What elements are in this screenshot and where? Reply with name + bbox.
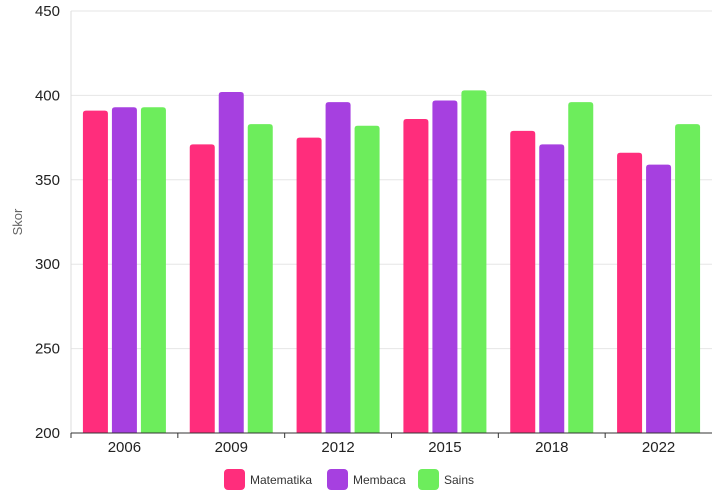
legend-label: Membaca xyxy=(353,473,406,487)
y-tick-label: 250 xyxy=(35,341,60,358)
bar-membaca-2006[interactable] xyxy=(111,107,137,433)
legend-swatch xyxy=(327,469,348,490)
bar-matematika-2018[interactable] xyxy=(510,130,536,433)
legend-swatch xyxy=(224,469,245,490)
bar-membaca-2022[interactable] xyxy=(646,164,672,433)
bar-sains-2009[interactable] xyxy=(247,124,273,433)
bar-sains-2012[interactable] xyxy=(354,125,380,433)
bar-matematika-2022[interactable] xyxy=(617,152,643,434)
legend-item-matematika[interactable]: Matematika xyxy=(224,469,312,490)
x-tick-label: 2006 xyxy=(108,439,141,456)
y-tick-label: 450 xyxy=(35,3,60,20)
bars xyxy=(82,90,701,434)
legend-item-sains[interactable]: Sains xyxy=(418,469,474,490)
bar-sains-2006[interactable] xyxy=(140,107,166,433)
bar-matematika-2009[interactable] xyxy=(189,144,215,434)
legend-label: Matematika xyxy=(250,473,312,487)
x-tick-label: 2009 xyxy=(215,439,248,456)
bar-membaca-2015[interactable] xyxy=(432,100,458,434)
bar-sains-2015[interactable] xyxy=(461,90,487,433)
legend: Matematika Membaca Sains xyxy=(224,469,474,490)
y-tick-label: 400 xyxy=(35,87,60,104)
axes: 200 250 300 350 400 450 2006 2009 2012 2015 2018 20… xyxy=(35,3,712,456)
y-axis-title: Skor xyxy=(10,208,25,235)
legend-label: Sains xyxy=(444,473,474,487)
x-tick-label: 2015 xyxy=(428,439,461,456)
y-tick-label: 300 xyxy=(35,256,60,273)
bar-matematika-2006[interactable] xyxy=(82,110,108,433)
bar-membaca-2012[interactable] xyxy=(325,102,351,433)
bar-matematika-2015[interactable] xyxy=(403,119,429,434)
bar-matematika-2012[interactable] xyxy=(296,137,322,433)
bar-membaca-2009[interactable] xyxy=(218,92,244,434)
x-tick-label: 2012 xyxy=(321,439,354,456)
bar-sains-2022[interactable] xyxy=(675,124,701,433)
legend-swatch xyxy=(418,469,439,490)
bar-sains-2018[interactable] xyxy=(568,102,594,433)
y-tick-label: 200 xyxy=(35,425,60,442)
x-tick-label: 2018 xyxy=(535,439,568,456)
y-tick-label: 350 xyxy=(35,172,60,189)
gridlines xyxy=(71,10,712,434)
x-tick-label: 2022 xyxy=(642,439,675,456)
legend-item-membaca[interactable]: Membaca xyxy=(327,469,406,490)
bar-membaca-2018[interactable] xyxy=(539,144,565,434)
